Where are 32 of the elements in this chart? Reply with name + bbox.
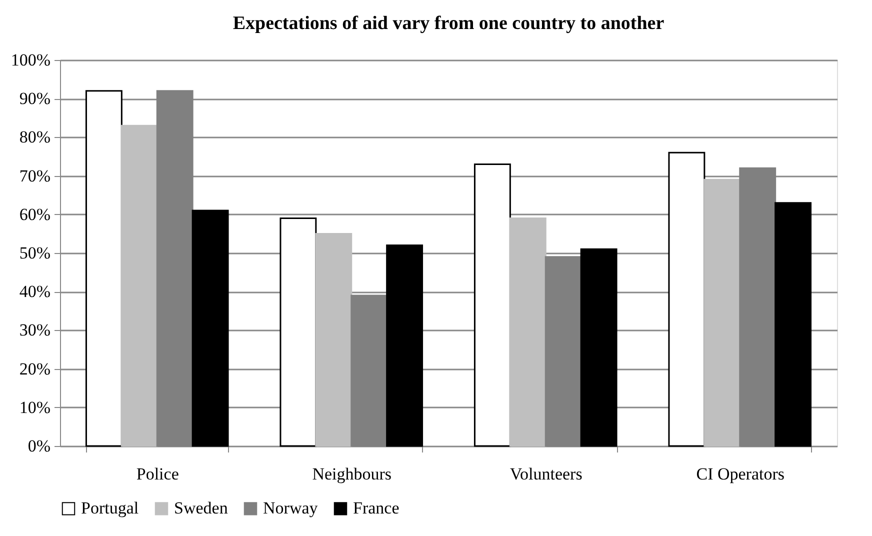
y-tick-label: 20% xyxy=(19,359,50,378)
x-tick-label: Police xyxy=(136,464,179,484)
y-tick-label: 80% xyxy=(19,128,50,147)
x-tick-label: CI Operators xyxy=(696,464,785,484)
bar xyxy=(120,124,158,447)
y-tick-label: 40% xyxy=(19,282,50,302)
bar xyxy=(85,90,122,447)
bar xyxy=(509,218,546,447)
legend-label: Sweden xyxy=(174,498,228,518)
bar xyxy=(280,218,317,447)
bar xyxy=(474,163,511,447)
chart-title: Expectations of aid vary from one country to another xyxy=(232,13,665,34)
y-tick-label: 70% xyxy=(19,166,50,186)
bar xyxy=(774,202,812,447)
legend-label: Portugal xyxy=(81,498,139,518)
y-tick-label: 10% xyxy=(19,398,50,417)
legend-label: Norway xyxy=(263,498,318,518)
bar xyxy=(315,232,352,447)
bar xyxy=(580,248,618,447)
legend-label: France xyxy=(353,498,400,518)
bar xyxy=(386,244,424,447)
bar xyxy=(192,210,229,447)
y-tick-label: 100% xyxy=(10,50,50,70)
y-tick-label: 30% xyxy=(19,320,50,340)
bar xyxy=(704,178,741,447)
x-tick-label: Neighbours xyxy=(312,464,392,484)
y-tick-label: 50% xyxy=(19,244,50,262)
x-tick-label: Volunteers xyxy=(510,464,582,484)
y-tick-label: 90% xyxy=(19,89,50,108)
y-tick-label: 0% xyxy=(28,436,50,456)
y-tick-label: 60% xyxy=(19,204,50,224)
bar xyxy=(668,152,706,447)
